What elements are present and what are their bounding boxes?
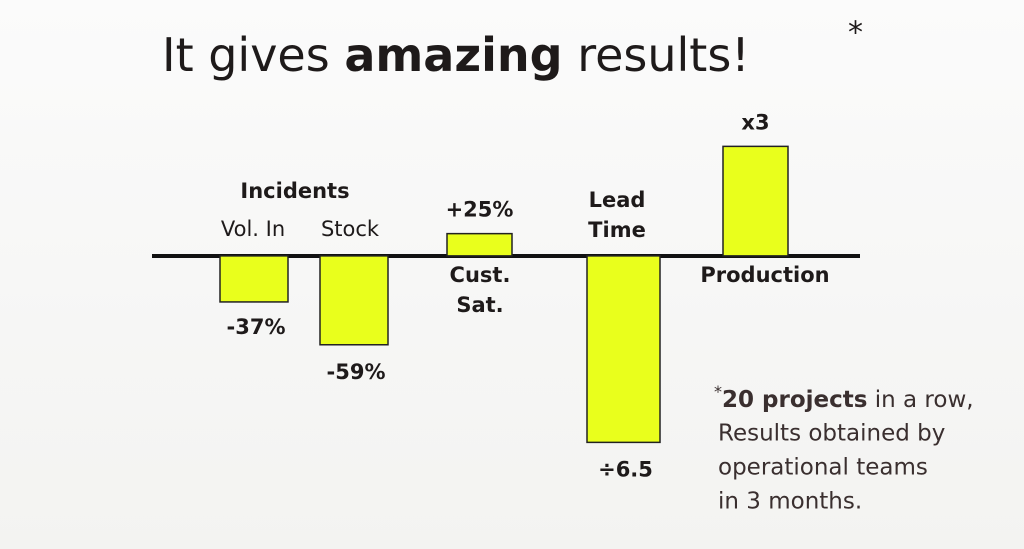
value-label: -37% [227, 315, 286, 339]
footnote-text: in a row, [875, 387, 974, 413]
footnote: *20 projects in a row, [714, 382, 974, 413]
group-label: Incidents [240, 179, 349, 203]
title-mark: * [848, 16, 863, 51]
category-label-line: Cust. [450, 263, 511, 287]
footnote-line: Results obtained by [718, 421, 945, 447]
category-label: Production [700, 263, 829, 287]
category-label: Lead Time [588, 188, 646, 242]
category-label-line: Lead [589, 188, 646, 212]
bar [219, 255, 289, 303]
bar [446, 232, 513, 257]
category-label-line: Sat. [456, 293, 503, 317]
footnote-mark: * [714, 382, 722, 401]
bar [586, 255, 661, 444]
slide-title: It gives amazing results! [162, 28, 750, 82]
value-label: +25% [446, 198, 514, 222]
category-label: Vol. In [221, 217, 285, 241]
title-emphasis: amazing [344, 28, 562, 82]
value-label: x3 [741, 110, 769, 134]
category-label-line: Time [588, 218, 646, 242]
bar [319, 255, 389, 346]
footnote-emphasis: 20 projects [722, 387, 867, 413]
bar [722, 145, 789, 257]
footnote-line: operational teams [718, 455, 928, 481]
title-part: results! [577, 28, 750, 82]
title-part: It gives [162, 28, 330, 82]
value-label: -59% [327, 360, 386, 384]
footnote-line: in 3 months. [718, 489, 862, 515]
category-label: Cust. Sat. [450, 263, 511, 317]
value-label: ÷6.5 [598, 457, 653, 481]
category-label: Stock [321, 217, 380, 241]
